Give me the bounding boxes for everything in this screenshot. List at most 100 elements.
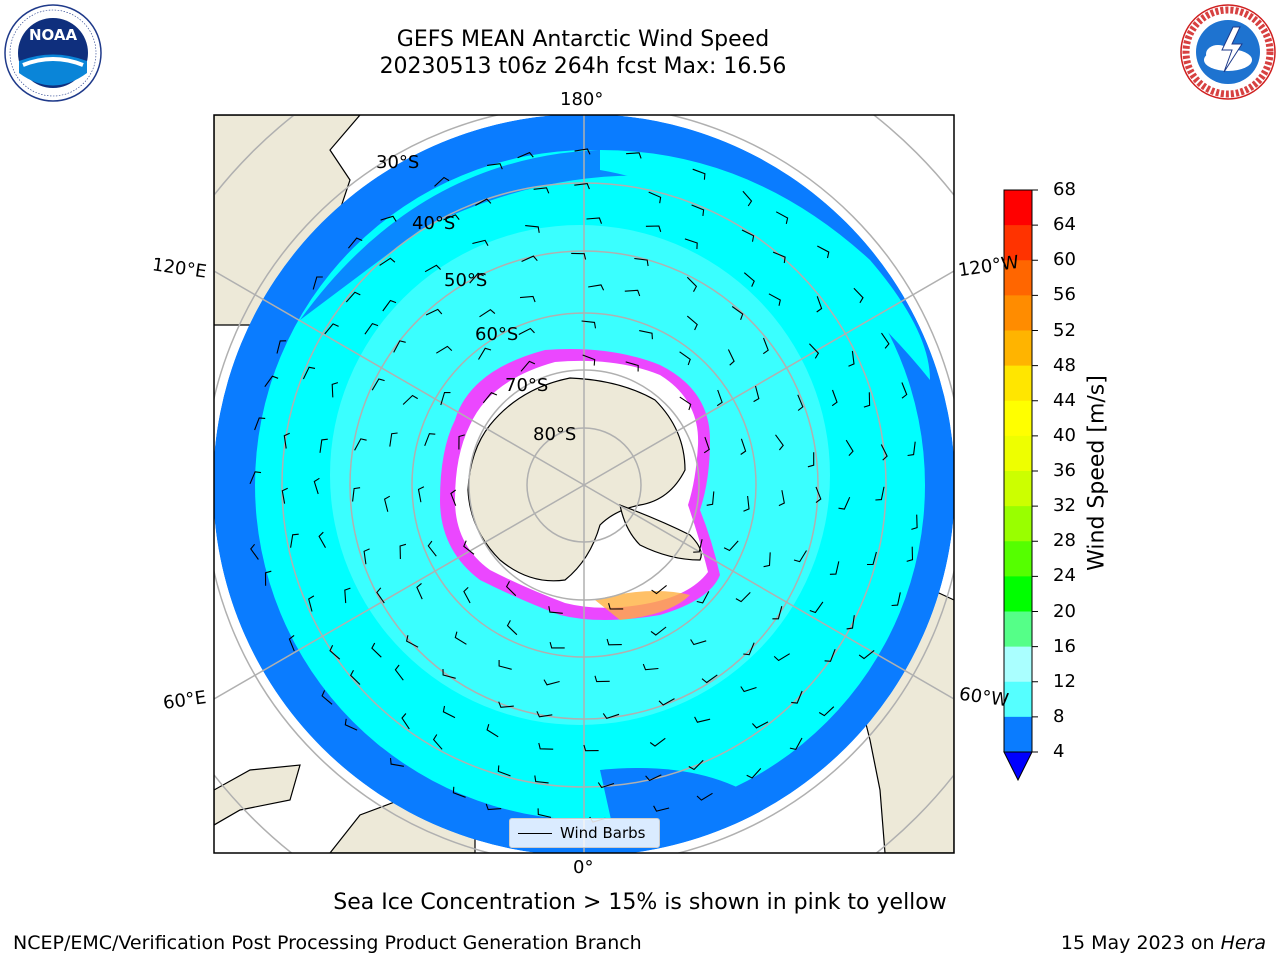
caption: Sea Ice Concentration > 15% is shown in … (333, 890, 947, 915)
wind-barb (519, 295, 536, 303)
colorbar-segment (1004, 330, 1032, 367)
wind-barb (383, 495, 391, 512)
wind-barb (772, 251, 786, 264)
wind-barb (743, 642, 755, 656)
wind-barb (817, 245, 830, 259)
wind-barb (602, 713, 620, 720)
wind-barb (608, 603, 624, 610)
lat-label-80s: 80°S (533, 424, 577, 445)
wind-barb (452, 786, 466, 798)
lon-label-180: 180° (560, 89, 604, 110)
wind-barb (881, 332, 890, 349)
wind-barb (772, 606, 783, 620)
wind-barb (791, 690, 803, 704)
wind-barb (696, 792, 713, 801)
wind-barb (639, 330, 653, 340)
wind-barb (762, 337, 769, 355)
wind-barb (703, 436, 710, 454)
wind-barb (354, 438, 367, 451)
wind-barb (606, 638, 622, 646)
wind-barb (443, 214, 460, 221)
wind-barb (816, 296, 823, 313)
wind-barb (308, 595, 315, 612)
wind-barb (743, 272, 755, 287)
wind-barb (371, 642, 382, 658)
wind-barb (312, 276, 323, 290)
wind-barb (829, 561, 840, 575)
wind-barb (809, 601, 824, 614)
wind-barb (696, 591, 710, 604)
wind-barb (288, 634, 295, 652)
wind-barb (858, 649, 875, 660)
wind-barb (574, 148, 591, 155)
colorbar-tick-label: 36 (1053, 460, 1076, 481)
wind-barb (442, 668, 456, 679)
legend-line-icon (518, 832, 552, 834)
wind-barb (382, 299, 397, 312)
wind-barb (417, 486, 425, 503)
wind-barb (581, 320, 597, 329)
footer-date-text: 15 May 2023 on (1060, 932, 1221, 954)
colorbar-segment (1004, 400, 1032, 437)
wind-barb (648, 191, 662, 204)
wind-barb (290, 533, 299, 548)
chart-title: GEFS MEAN Antarctic Wind Speed (396, 27, 770, 52)
wind-barb (497, 765, 511, 777)
wind-barb (911, 514, 918, 530)
wind-barb (463, 587, 471, 604)
wind-barb (653, 805, 670, 812)
wind-barb (686, 276, 698, 292)
footer-host: Hera (1220, 932, 1266, 954)
wind-barb (901, 382, 908, 399)
wind-barb (321, 690, 333, 705)
colorbar-segment (1004, 506, 1032, 542)
wind-barb (536, 711, 553, 718)
wind-barb (254, 417, 266, 431)
wind-barb (778, 490, 785, 507)
wind-barb (436, 345, 453, 354)
wind-barb (845, 439, 854, 456)
wind-barb (458, 434, 465, 450)
colorbar-tick-label: 24 (1053, 565, 1076, 587)
wind-barb (768, 293, 781, 306)
wind-barb (538, 742, 554, 750)
map-frame (213, 114, 955, 854)
colorbar-tick-label: 56 (1053, 284, 1076, 306)
colorbar-segment (1004, 646, 1032, 683)
wind-barb (302, 366, 316, 380)
wind-barb (402, 394, 418, 405)
noaa-logo: NOAA (4, 4, 102, 102)
wind-barb (318, 531, 326, 548)
colorbar-segment (1004, 471, 1032, 507)
wind-barb (344, 587, 351, 604)
wind-barb (571, 252, 587, 260)
wind-barb (313, 477, 320, 495)
wind-barb (809, 343, 820, 359)
wind-barb (472, 239, 489, 246)
wind-barb (815, 486, 822, 504)
wind-barb (469, 272, 484, 284)
colorbar-tick-label: 32 (1053, 495, 1076, 517)
map-legend: Wind Barbs (509, 818, 660, 848)
colorbar-tick-label: 60 (1053, 249, 1076, 271)
wind-barb (543, 679, 560, 686)
wind-barb (389, 432, 398, 447)
wind-barb (645, 774, 662, 782)
wind-barb (686, 315, 698, 331)
colorbar-tick-label: 4 (1053, 741, 1065, 762)
wind-barb (405, 635, 419, 648)
wind-barb (424, 433, 436, 446)
lat-label-30s: 30°S (376, 152, 420, 173)
wind-barb (329, 645, 341, 660)
wind-barb (324, 323, 339, 335)
wind-barb (350, 669, 361, 685)
wind-barb (475, 198, 492, 206)
wind-barb (775, 434, 784, 451)
colorbar-segment (1004, 611, 1032, 648)
wind-barb (706, 491, 715, 506)
colorbar-tick-label: 52 (1053, 319, 1076, 341)
colorbar-segment (1004, 435, 1032, 472)
nws-logo (1180, 4, 1276, 100)
wind-barb (743, 495, 750, 512)
